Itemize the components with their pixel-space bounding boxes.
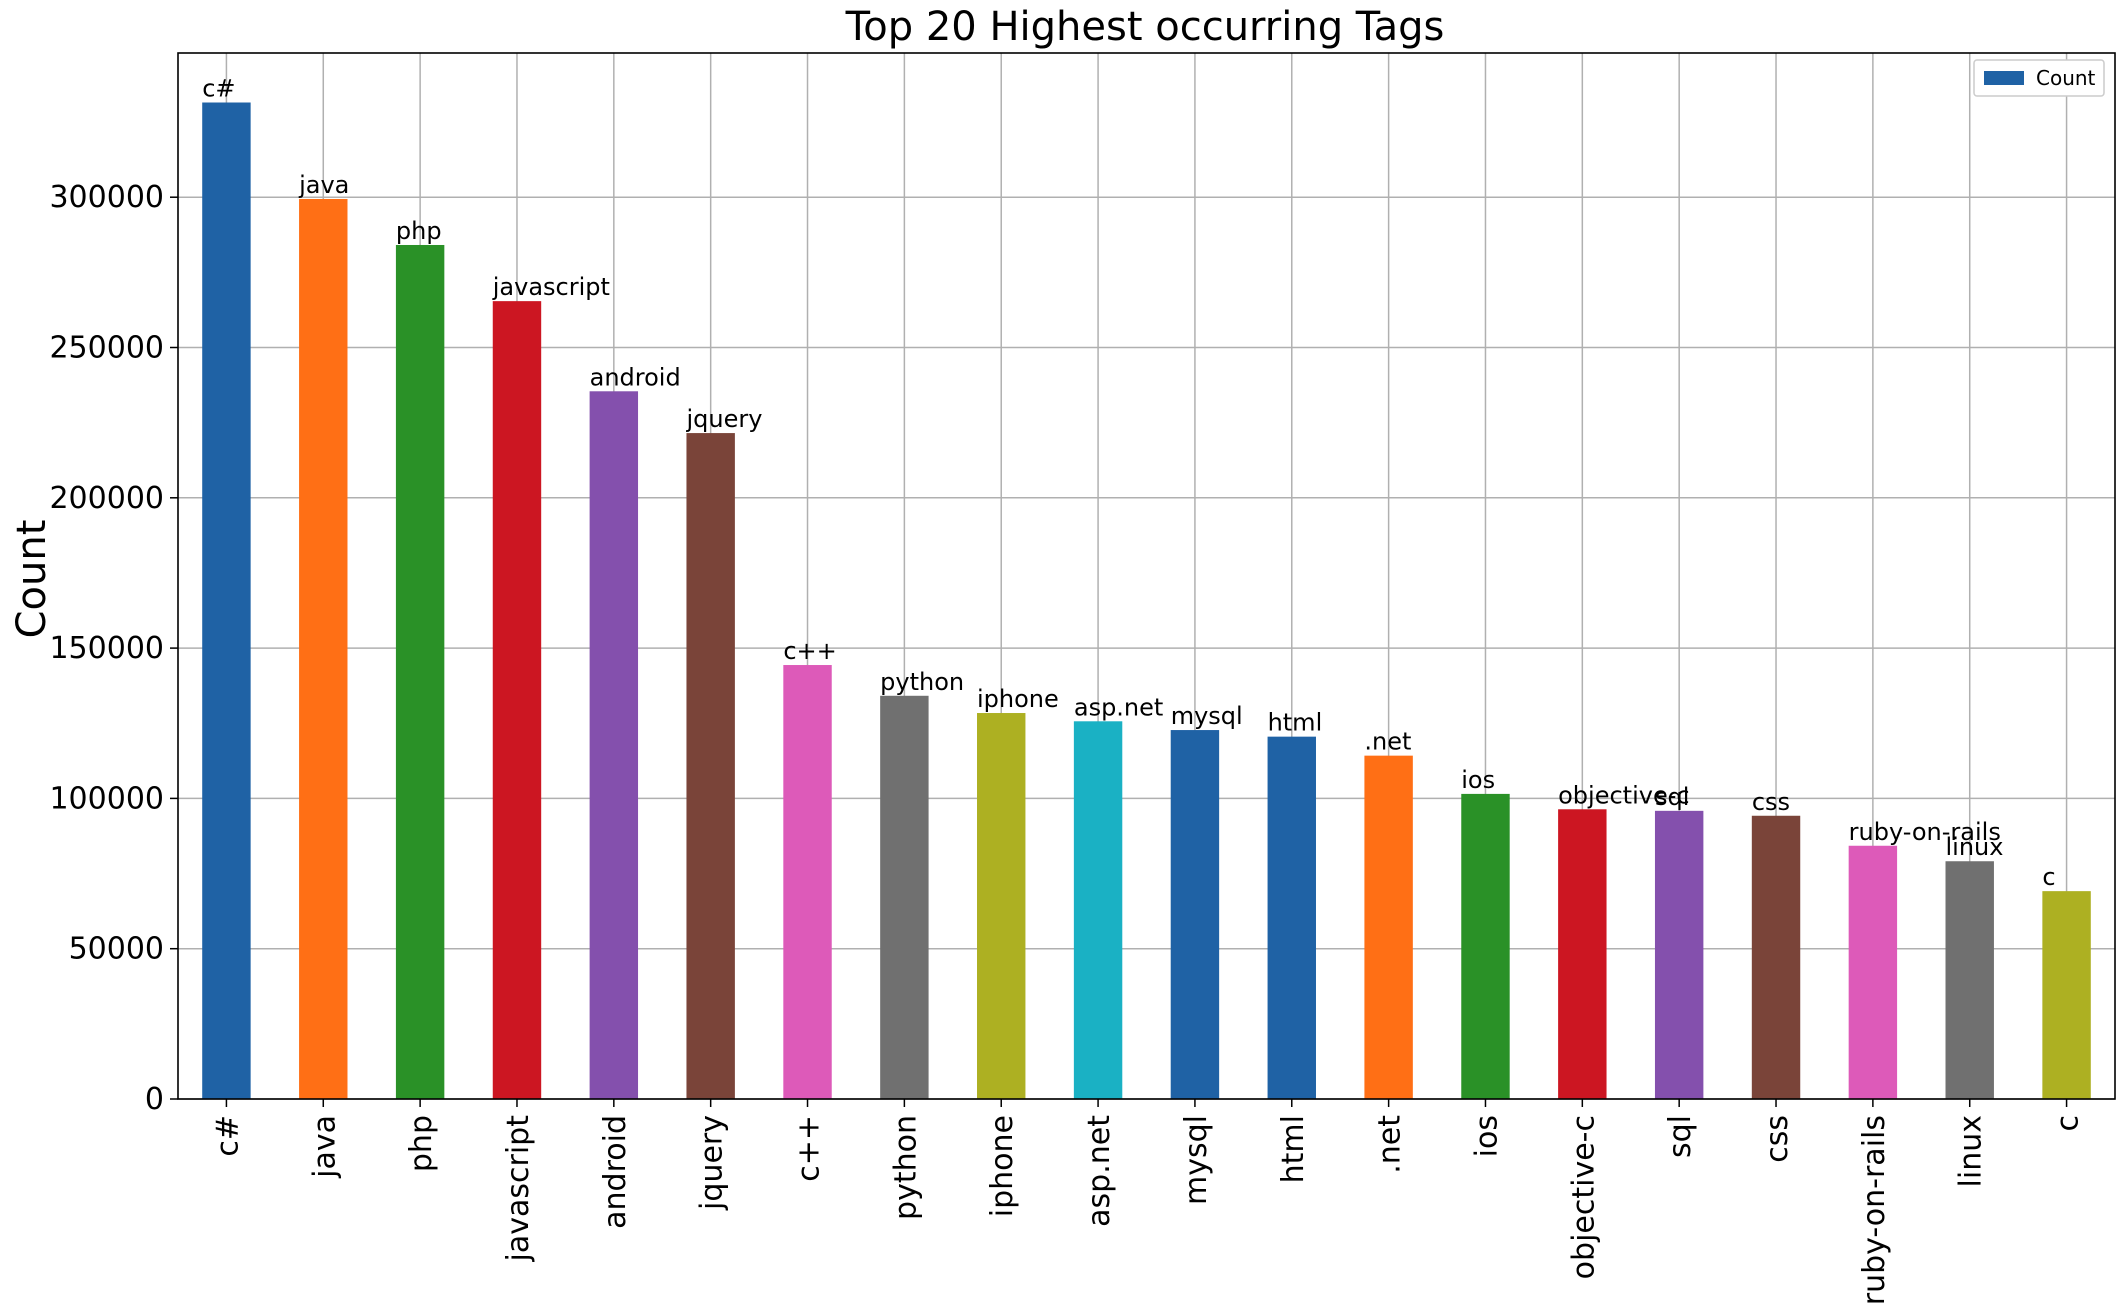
bars: [202, 102, 2091, 1100]
legend-label: Count: [2036, 66, 2096, 90]
bar-data-label: .net: [1364, 728, 1411, 756]
bar-data-label: html: [1268, 709, 1323, 737]
x-tick-label: objective-c: [1566, 1115, 1601, 1279]
bar: [1461, 793, 1510, 1099]
bar: [299, 198, 348, 1099]
bar: [1558, 809, 1607, 1099]
bar: [977, 713, 1026, 1099]
bar-data-label: c++: [783, 637, 836, 665]
x-tick-label: html: [1276, 1115, 1311, 1183]
y-tick-label: 250000: [49, 331, 164, 366]
x-tick-label: jquery: [695, 1115, 730, 1211]
bar-data-label: iphone: [977, 685, 1059, 713]
x-tick-label: php: [404, 1115, 439, 1172]
legend-swatch: [1984, 71, 2024, 85]
bar: [1848, 845, 1898, 1099]
bar: [2042, 891, 2091, 1099]
bar-data-label: ios: [1461, 766, 1495, 794]
bar: [1073, 721, 1123, 1099]
x-tick-label: ruby-on-rails: [1857, 1115, 1892, 1305]
bar: [1751, 815, 1801, 1099]
bar-data-label: linux: [1946, 833, 2004, 861]
x-tick-label: linux: [1954, 1115, 1989, 1187]
bar: [395, 244, 445, 1099]
chart-title: Top 20 Highest occurring Tags: [845, 4, 1445, 50]
y-tick-label: 300000: [49, 180, 164, 215]
x-tick-label: ios: [1469, 1115, 1504, 1157]
bar: [202, 102, 251, 1099]
x-tick-label: mysql: [1179, 1115, 1214, 1205]
y-tick-label: 150000: [49, 631, 164, 666]
bar: [589, 391, 639, 1100]
x-tick-label: sql: [1663, 1115, 1698, 1158]
bar-data-label: mysql: [1171, 702, 1243, 730]
x-tick-label: javascript: [501, 1115, 536, 1263]
x-tick-label: iphone: [985, 1115, 1020, 1217]
axes-frame: [177, 52, 2116, 1100]
bar-data-label: asp.net: [1074, 693, 1163, 721]
bar: [1170, 730, 1220, 1099]
x-tick-label: css: [1760, 1115, 1795, 1163]
x-tick-label: android: [598, 1115, 633, 1229]
bar: [783, 665, 832, 1099]
grid: [178, 53, 2115, 1100]
bar: [1654, 810, 1704, 1099]
bar: [880, 695, 929, 1099]
y-tick-label: 100000: [49, 781, 164, 816]
x-tick-label: python: [888, 1115, 923, 1220]
x-tick-label: c: [2051, 1115, 2086, 1132]
bar: [686, 433, 735, 1100]
y-tick-label: 0: [145, 1082, 164, 1117]
bar-data-label: objective-c: [1558, 781, 1689, 809]
bar-data-label: javascript: [492, 273, 610, 301]
y-axis: 0 50000 100000 150000 200000 250000 300000: [49, 180, 178, 1117]
bar-data-label: sql: [1655, 783, 1689, 811]
bar-data-label: python: [880, 668, 964, 696]
x-tick-label: java: [307, 1115, 342, 1179]
bar-data-label: ruby-on-rails: [1849, 818, 2001, 846]
bar-data-label: jquery: [685, 405, 762, 433]
y-axis-label: Count: [9, 520, 55, 639]
bar-data-label: css: [1752, 788, 1790, 816]
bar-data-label: c: [2042, 863, 2055, 891]
bar-data-label: php: [396, 217, 442, 245]
x-tick-label: c#: [210, 1115, 245, 1157]
bar-data-label: c#: [202, 75, 235, 103]
x-tick-label: c++: [792, 1115, 827, 1182]
x-tick-label: asp.net: [1082, 1115, 1117, 1227]
x-tick-label: .net: [1373, 1115, 1408, 1174]
bar: [1364, 755, 1413, 1099]
y-tick-label: 200000: [49, 481, 164, 516]
bar-data-label: android: [590, 363, 681, 391]
bar: [1267, 736, 1316, 1099]
y-tick-label: 50000: [69, 932, 164, 967]
bar: [492, 301, 542, 1099]
x-axis: c# java php javascript android jquery c++ pytho…: [210, 1099, 2086, 1305]
legend-box: [1973, 59, 2105, 97]
bar: [1945, 861, 1994, 1099]
legend: Count: [1973, 59, 2105, 97]
bar-data-label: java: [298, 171, 349, 199]
